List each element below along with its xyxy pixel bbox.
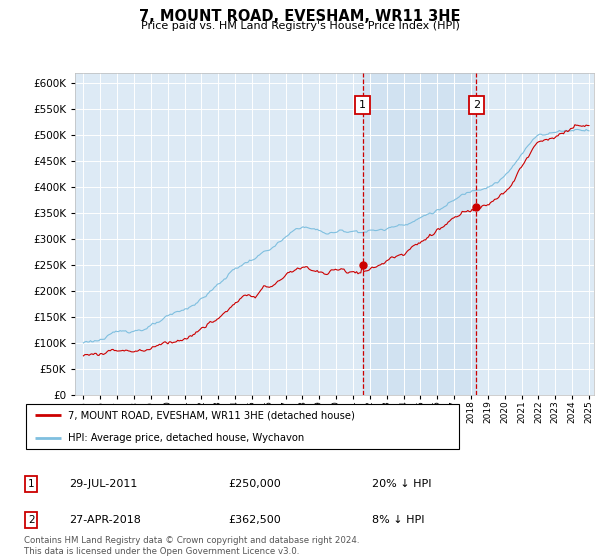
Text: Contains HM Land Registry data © Crown copyright and database right 2024.
This d: Contains HM Land Registry data © Crown c… <box>24 536 359 556</box>
Text: 27-APR-2018: 27-APR-2018 <box>69 515 141 525</box>
Text: 8% ↓ HPI: 8% ↓ HPI <box>372 515 425 525</box>
Bar <box>362 73 476 395</box>
Text: 1: 1 <box>28 479 35 489</box>
Text: 2: 2 <box>28 515 35 525</box>
Text: Price paid vs. HM Land Registry's House Price Index (HPI): Price paid vs. HM Land Registry's House … <box>140 21 460 31</box>
FancyBboxPatch shape <box>26 404 459 449</box>
Text: HPI: Average price, detached house, Wychavon: HPI: Average price, detached house, Wych… <box>68 433 304 442</box>
Text: 20% ↓ HPI: 20% ↓ HPI <box>372 479 431 489</box>
Text: 29-JUL-2011: 29-JUL-2011 <box>69 479 137 489</box>
Text: 7, MOUNT ROAD, EVESHAM, WR11 3HE: 7, MOUNT ROAD, EVESHAM, WR11 3HE <box>139 9 461 24</box>
Text: 2: 2 <box>473 100 480 110</box>
Text: £362,500: £362,500 <box>228 515 281 525</box>
Text: 7, MOUNT ROAD, EVESHAM, WR11 3HE (detached house): 7, MOUNT ROAD, EVESHAM, WR11 3HE (detach… <box>68 410 355 420</box>
Text: 1: 1 <box>359 100 366 110</box>
Text: £250,000: £250,000 <box>228 479 281 489</box>
